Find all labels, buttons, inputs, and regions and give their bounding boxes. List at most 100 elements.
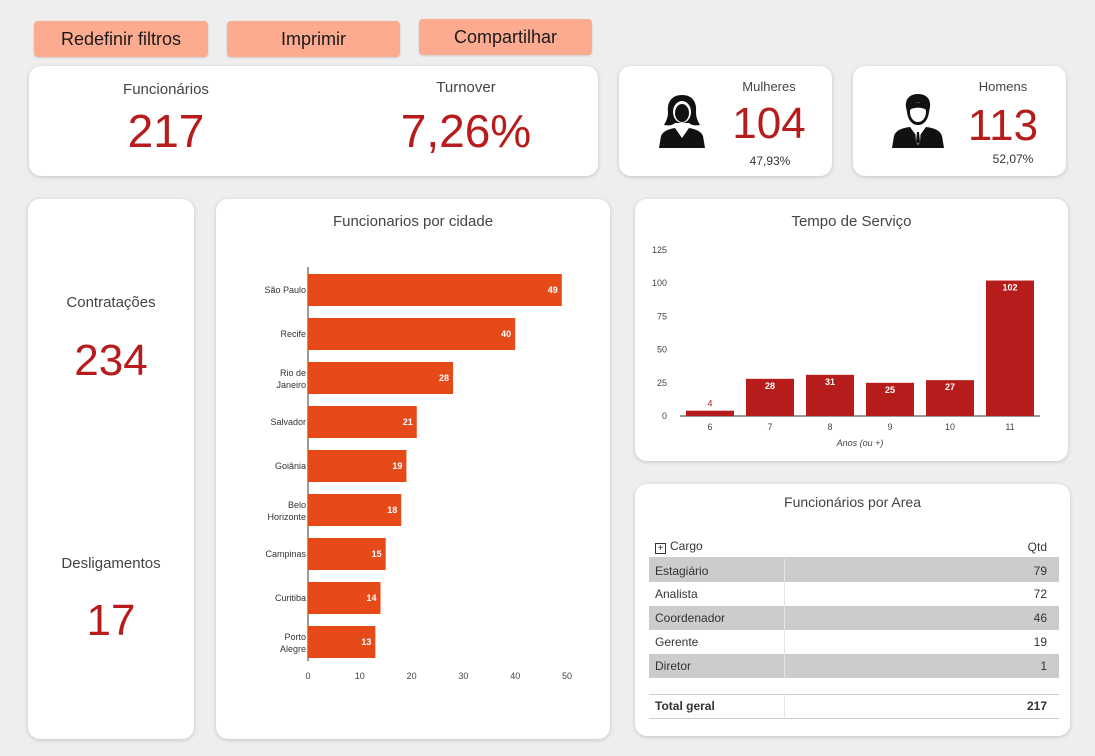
- hires-value: 234: [74, 336, 148, 385]
- men-card: Homens 113 52,07%: [853, 66, 1066, 176]
- qtd-cell: 79: [784, 558, 1059, 582]
- bar-value-label: 14: [367, 593, 377, 603]
- city-chart-title: Funcionarios por cidade: [332, 213, 494, 230]
- y-tick-label: 50: [657, 345, 667, 355]
- bar: [308, 582, 381, 614]
- cargo-cell: Diretor: [649, 654, 785, 678]
- x-tick-label: 7: [767, 422, 772, 432]
- city-bar-chart: 49 São Paulo 40 Recife 28 Rio de Janeiro 21 Salv…: [264, 267, 572, 681]
- bar-value-label: 31: [825, 377, 835, 387]
- x-axis-label: Anos (ou +): [836, 438, 884, 448]
- category-label: Alegre: [280, 644, 306, 654]
- bar: [308, 274, 562, 306]
- women-percent: 47,93%: [749, 154, 791, 168]
- bar-value-label: 40: [501, 329, 511, 339]
- exits-value: 17: [86, 596, 136, 645]
- table-row[interactable]: Gerente 19: [649, 630, 1059, 654]
- x-tick-label: 9: [887, 422, 892, 432]
- service-chart-card: Tempo de Serviço 0 25 50 75 100 125 4 6 28 7 31 8 25…: [635, 199, 1068, 461]
- x-tick-label: 10: [355, 671, 365, 681]
- category-label: Horizonte: [267, 512, 306, 522]
- qtd-cell: 19: [1033, 635, 1047, 649]
- bar: [308, 494, 402, 526]
- cargo-cell: Gerente: [649, 630, 785, 654]
- x-tick-label: 40: [510, 671, 520, 681]
- bar-value-label: 19: [392, 461, 402, 471]
- x-tick-label: 10: [945, 422, 955, 432]
- bar-value-label: 13: [361, 637, 371, 647]
- x-tick-label: 8: [827, 422, 832, 432]
- category-label: Campinas: [265, 549, 306, 559]
- bar: [686, 410, 734, 416]
- service-bar-chart: 0 25 50 75 100 125 4 6 28 7 31 8 25 9 27 10 102 11 Anos (o…: [652, 245, 1040, 448]
- bar-value-label: 4: [707, 399, 712, 409]
- table-spacer: [649, 678, 1059, 694]
- share-button[interactable]: Compartilhar: [419, 19, 592, 55]
- category-label: Curitiba: [275, 593, 306, 603]
- women-card: Mulheres 104 47,93%: [619, 66, 832, 176]
- area-table-title: Funcionários por Area: [784, 494, 921, 510]
- table-row[interactable]: Diretor 1: [649, 654, 1059, 678]
- area-table: + Cargo Qtd Estagiário 79 Analista 72 Coorden…: [649, 536, 1059, 719]
- bar-value-label: 28: [439, 373, 449, 383]
- area-table-card: Funcionários por Area + Cargo Qtd Estagiá…: [635, 484, 1070, 736]
- hires-label: Contratações: [66, 294, 156, 311]
- header-cargo[interactable]: + Cargo: [649, 536, 784, 559]
- bar: [308, 626, 376, 658]
- x-tick-label: 11: [1005, 422, 1014, 432]
- men-label: Homens: [978, 79, 1028, 94]
- bar: [746, 378, 794, 416]
- cargo-cell: Estagiário: [649, 558, 785, 582]
- category-label: Salvador: [270, 417, 306, 427]
- table-row[interactable]: Estagiário 79: [649, 558, 1059, 582]
- bar: [308, 450, 407, 482]
- y-tick-label: 125: [652, 245, 667, 255]
- employees-value: 217: [127, 105, 205, 157]
- table-row[interactable]: Analista 72: [649, 582, 1059, 606]
- bar: [866, 382, 914, 416]
- category-label: Janeiro: [276, 380, 306, 390]
- bar-value-label: 27: [945, 382, 955, 392]
- category-label: São Paulo: [264, 285, 306, 295]
- bar-value-label: 21: [403, 417, 413, 427]
- cargo-cell: Coordenador: [649, 606, 785, 630]
- cargo-cell: Analista: [649, 582, 785, 606]
- bar-value-label: 102: [1002, 283, 1017, 293]
- total-value: 217: [784, 693, 1059, 719]
- table-total-row: Total geral 217: [649, 693, 1059, 719]
- category-label: Goiânia: [275, 461, 306, 471]
- table-row[interactable]: Coordenador 46: [649, 606, 1059, 630]
- category-label: Recife: [280, 329, 306, 339]
- bar-value-label: 25: [885, 385, 895, 395]
- category-label: Porto: [284, 632, 306, 642]
- employees-label: Funcionários: [123, 81, 209, 98]
- bar-value-label: 15: [372, 549, 382, 559]
- exits-label: Desligamentos: [61, 555, 161, 572]
- kpi-card: Funcionários 217 Turnover 7,26%: [29, 66, 598, 176]
- category-label: Rio de: [280, 368, 306, 378]
- woman-icon: [659, 95, 705, 148]
- x-tick-label: 20: [407, 671, 417, 681]
- x-tick-label: 50: [562, 671, 572, 681]
- turnover-label: Turnover: [436, 79, 496, 96]
- qtd-cell: 46: [784, 606, 1059, 630]
- reset-filters-button[interactable]: Redefinir filtros: [34, 21, 208, 57]
- bar: [308, 538, 386, 570]
- y-tick-label: 100: [652, 278, 667, 288]
- y-tick-label: 75: [657, 311, 667, 321]
- qtd-cell: 1: [784, 654, 1059, 678]
- bar: [806, 374, 854, 416]
- y-tick-label: 0: [662, 411, 667, 421]
- women-value: 104: [732, 99, 806, 148]
- men-percent: 52,07%: [992, 152, 1034, 166]
- x-tick-label: 30: [458, 671, 468, 681]
- qtd-cell: 72: [1033, 587, 1047, 601]
- y-tick-label: 25: [657, 378, 667, 388]
- service-chart-title: Tempo de Serviço: [791, 213, 912, 230]
- header-qtd: Qtd: [784, 536, 1059, 559]
- print-button[interactable]: Imprimir: [227, 21, 400, 57]
- bar: [308, 318, 516, 350]
- city-chart-card: Funcionarios por cidade 49 São Paulo 40 Rec…: [216, 199, 610, 739]
- expand-plus-icon[interactable]: +: [655, 543, 666, 554]
- man-icon: [892, 94, 944, 148]
